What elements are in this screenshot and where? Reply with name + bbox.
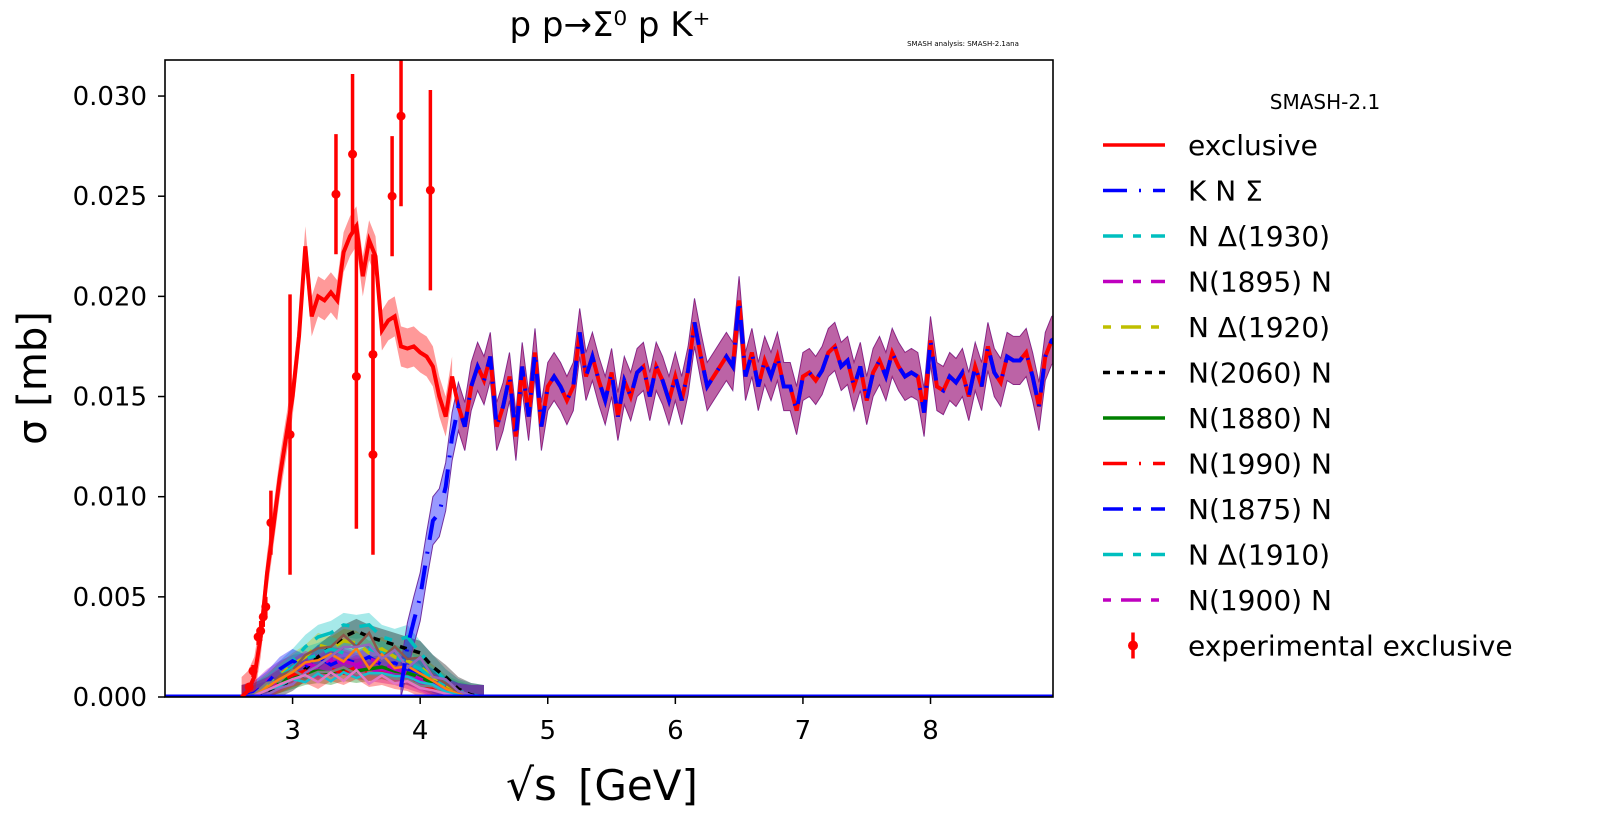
data-point	[244, 682, 254, 692]
legend-label: N(1895) N	[1188, 266, 1332, 299]
legend-title: SMASH-2.1	[1270, 90, 1380, 114]
x-tick-label: 8	[922, 716, 939, 746]
watermark: SMASH analysis: SMASH-2.1ana	[907, 40, 1019, 48]
x-axis-label-unit: [GeV]	[578, 761, 698, 810]
experimental-points	[244, 60, 435, 692]
x-tick-label: 6	[667, 716, 684, 746]
legend-label: experimental exclusive	[1188, 630, 1513, 663]
x-tick-label: 7	[795, 716, 812, 746]
y-axis: 0.000 0.005 0.010 0.015 0.020 0.025 0.030	[73, 82, 165, 713]
x-tick-label: 4	[412, 716, 429, 746]
y-tick-label: 0.000	[73, 683, 147, 713]
legend-label: N Δ(1920)	[1188, 311, 1330, 344]
data-point	[266, 518, 276, 528]
legend-label: N(1880) N	[1188, 402, 1332, 435]
y-tick-label: 0.025	[73, 182, 147, 212]
legend-label: N(1875) N	[1188, 493, 1332, 526]
legend-swatch-point	[1128, 640, 1138, 651]
resonance-line	[241, 642, 484, 697]
data-point	[331, 189, 341, 199]
y-tick-label: 0.005	[73, 583, 147, 613]
data-point	[256, 626, 266, 636]
series-lines	[165, 220, 1053, 697]
resonance-line-extra	[241, 643, 485, 697]
resonance-line	[241, 654, 484, 697]
x-tick-label: 5	[539, 716, 556, 746]
exclusive-band	[241, 206, 453, 697]
y-tick-label: 0.020	[73, 282, 147, 312]
data-point	[351, 371, 361, 381]
data-point	[285, 430, 295, 440]
resonance-band	[241, 618, 484, 697]
legend-label: N(2060) N	[1188, 357, 1332, 390]
data-point	[425, 185, 435, 195]
kns-band	[400, 276, 1053, 697]
y-tick-label: 0.015	[73, 383, 147, 413]
legend: SMASH-2.1 exclusive K N Σ N Δ(1930) N(1895)…	[1103, 90, 1513, 663]
x-axis: 3 4 5 6 7 8	[284, 697, 939, 746]
data-point	[396, 111, 406, 121]
x-axis-label-root: √s	[506, 760, 557, 811]
resonance-line-extra	[241, 646, 484, 697]
legend-label: N(1900) N	[1188, 584, 1332, 617]
uncertainty-bands	[241, 206, 1053, 697]
plot-frame	[164, 59, 1054, 698]
legend-label: K N Σ	[1188, 175, 1263, 208]
data-point	[248, 666, 258, 676]
y-tick-label: 0.030	[73, 82, 147, 112]
legend-label: N Δ(1930)	[1188, 220, 1330, 253]
resonance-line-extra	[241, 630, 485, 697]
data-point	[368, 450, 378, 460]
y-tick-label: 0.010	[73, 483, 147, 513]
data-point	[348, 149, 358, 159]
resonance-line-extra	[241, 668, 484, 697]
x-tick-label: 3	[284, 716, 301, 746]
legend-label: N Δ(1910)	[1188, 539, 1330, 572]
chart-title: p p→Σ⁰ p K⁺	[509, 5, 710, 45]
legend-label: exclusive	[1188, 129, 1318, 162]
y-axis-label: σ [mb]	[10, 311, 56, 445]
data-point	[261, 602, 271, 612]
data-point	[387, 191, 397, 201]
kns-line	[399, 300, 1053, 688]
legend-label: N(1990) N	[1188, 448, 1332, 481]
